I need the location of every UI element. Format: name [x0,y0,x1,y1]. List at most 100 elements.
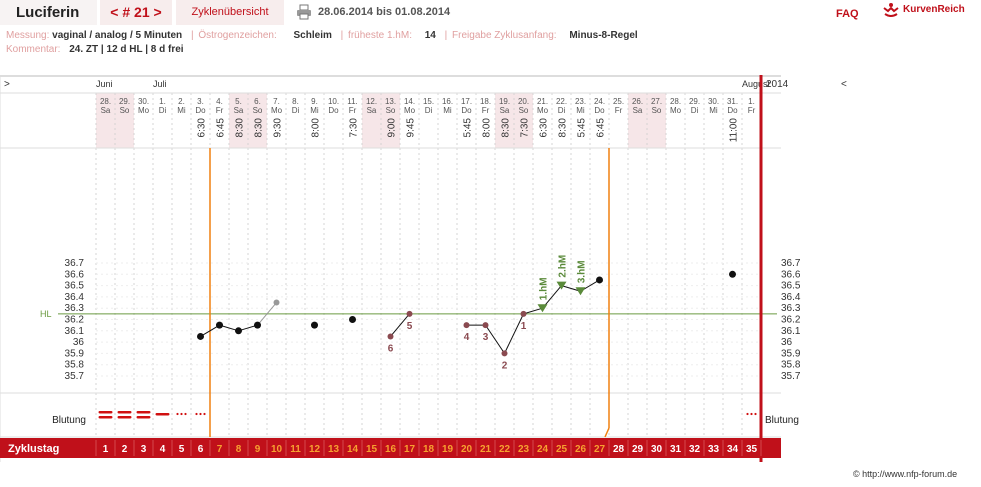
month-label: Juni [96,79,113,89]
cycle-day-number: 30 [651,444,663,455]
lower-temp-point [406,310,413,317]
y-tick-left: 35.8 [65,360,85,371]
weekday-label: Fr [216,106,224,115]
lower-marker-label: 5 [407,321,413,332]
measure-time: 7:30 [520,118,531,138]
cycle-overview-tab[interactable]: Zyklenübersicht [176,0,284,25]
bleeding-strong [136,416,151,419]
cycle-day-label: Zyklustag [8,443,59,455]
lower-temp-point [501,350,508,357]
date-label: 24. [594,97,605,106]
higher-marker-label: 3.hM [577,260,588,283]
measure-time: 9:00 [387,118,398,138]
cycle-navigation[interactable]: < # 21 > [100,0,172,25]
bleeding-label-left: Blutung [52,415,86,426]
comment-value: 24. ZT | 12 d HL | 8 d frei [69,44,184,55]
cycle-day-number: 32 [689,444,701,455]
weekday-label: Mo [404,106,416,115]
copyright: © http://www.nfp-forum.de [853,469,958,479]
cycle-day-number: 15 [366,444,378,455]
cycle-day-number: 18 [423,444,435,455]
y-tick-right: 36.4 [781,292,801,303]
temp-line [390,313,410,337]
lower-temp-point [387,333,394,340]
faq-link[interactable]: FAQ [836,8,859,20]
lower-marker-label: 4 [464,332,470,343]
print-icon[interactable] [296,4,312,20]
weekday-label: Do [461,106,472,115]
higher-marker [537,304,548,313]
logo-text: KurvenReich [903,4,965,15]
measure-time: 6:30 [539,118,550,138]
year-label: 2014 [766,79,789,90]
date-label: 31. [727,97,738,106]
bleeding-spotting [199,412,202,416]
weekday-label: Di [425,106,433,115]
weekday-label: Mi [177,106,186,115]
bleeding-label-right: Blutung [765,415,799,426]
cycle-day-number: 16 [385,444,397,455]
weekday-label: Mo [537,106,549,115]
cycle-day-number: 13 [328,444,340,455]
higher-marker-label: 1.hM [539,277,550,300]
y-tick-right: 36 [781,337,793,348]
lower-marker-label: 3 [483,332,489,343]
date-label: 9. [311,97,318,106]
weekday-label: Mi [709,106,718,115]
weekday-label: Sa [101,106,111,115]
coverline-label: HL [40,309,52,319]
bleeding-medium [155,413,170,416]
temp-point [729,270,736,278]
y-tick-left: 36.5 [65,281,85,292]
weekday-label: Di [691,106,699,115]
date-label: 23. [575,97,586,106]
bleeding-spotting [203,412,206,416]
cycle-day-number: 20 [461,444,473,455]
date-label: 4. [216,97,223,106]
measure-time: 5:45 [577,118,588,138]
weekday-label: Fr [615,106,623,115]
measure-time: 8:30 [558,118,569,138]
measurement-label: Messung: [6,30,50,41]
higher-marker-label: 2.hM [558,255,569,278]
measure-time: 9:45 [406,118,417,138]
weekday-label: Mo [670,106,682,115]
date-label: 30. [138,97,149,106]
weekend-column [381,93,400,148]
date-label: 1. [159,97,166,106]
app-title[interactable]: Luciferin [0,0,97,25]
y-tick-left: 36.6 [65,269,85,280]
measure-time: 8:00 [311,118,322,138]
date-label: 11. [347,97,358,106]
bleeding-spotting [750,412,753,416]
top-bar: Luciferin < # 21 > Zyklenübersicht 28.06… [0,0,981,26]
temp-line [523,307,543,315]
weekday-label: Mo [138,106,150,115]
weekday-label: Mi [310,106,319,115]
date-label: 5. [235,97,242,106]
logo-icon [883,3,899,17]
date-label: 2. [178,97,185,106]
date-label: 14. [404,97,415,106]
lower-temp-point [463,322,470,329]
logo[interactable]: KurvenReich [879,0,981,25]
weekend-column [647,93,666,148]
bleeding-strong [117,411,132,414]
weekday-label: Mi [443,106,452,115]
weekend-column [115,93,134,148]
cycle-day-number: 33 [708,444,720,455]
weekday-label: Fr [482,106,490,115]
month-label: Juli [153,79,167,89]
weekend-column [514,93,533,148]
date-label: 29. [689,97,700,106]
weekday-label: So [120,106,130,115]
weekday-label: Do [195,106,206,115]
weekday-label: So [386,106,396,115]
measurement-value: vaginal / analog / 5 Minuten [52,30,183,41]
cycle-day-number: 14 [347,444,359,455]
cycle-day-number: 6 [198,444,204,455]
y-tick-right: 36.7 [781,258,801,269]
weekend-column [96,93,115,148]
y-tick-right: 36.2 [781,315,801,326]
temp-point [311,321,318,329]
